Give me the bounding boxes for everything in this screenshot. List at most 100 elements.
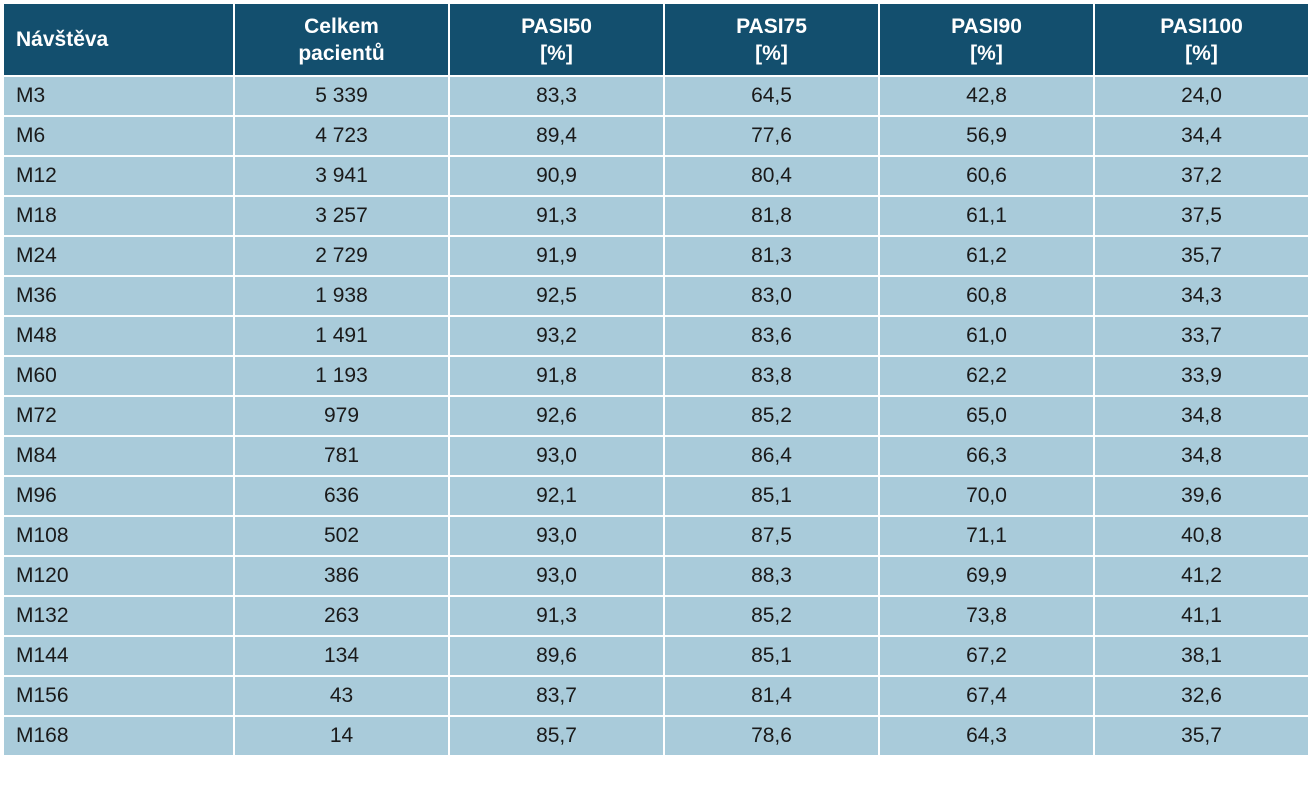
value-cell: 14	[233, 715, 450, 757]
visit-cell: M48	[2, 315, 235, 357]
value-cell: 65,0	[878, 395, 1095, 437]
value-cell: 61,2	[878, 235, 1095, 277]
value-cell: 42,8	[878, 75, 1095, 117]
header-text: PASI100	[1160, 14, 1243, 38]
value-cell: 41,2	[1093, 555, 1310, 597]
value-cell: 81,3	[663, 235, 880, 277]
value-cell: 91,3	[448, 595, 665, 637]
value-cell: 83,8	[663, 355, 880, 397]
value-cell: 93,0	[448, 435, 665, 477]
header-text: PASI90	[951, 14, 1022, 38]
value-cell: 67,2	[878, 635, 1095, 677]
value-cell: 83,6	[663, 315, 880, 357]
visit-cell: M156	[2, 675, 235, 717]
value-cell: 636	[233, 475, 450, 517]
value-cell: 781	[233, 435, 450, 477]
value-cell: 73,8	[878, 595, 1095, 637]
header-row: Návštěva Celkem pacientů PASI50 [%] PASI75 [%]…	[2, 2, 1310, 77]
value-cell: 64,3	[878, 715, 1095, 757]
visit-cell: M84	[2, 435, 235, 477]
value-cell: 69,9	[878, 555, 1095, 597]
value-cell: 60,6	[878, 155, 1095, 197]
value-cell: 1 193	[233, 355, 450, 397]
value-cell: 92,1	[448, 475, 665, 517]
value-cell: 33,7	[1093, 315, 1310, 357]
table-row: M144 134 89,6 85,1 67,2 38,1	[2, 635, 1310, 677]
table-row: M24 2 729 91,9 81,3 61,2 35,7	[2, 235, 1310, 277]
value-cell: 41,1	[1093, 595, 1310, 637]
visit-cell: M36	[2, 275, 235, 317]
value-cell: 34,8	[1093, 395, 1310, 437]
visit-cell: M24	[2, 235, 235, 277]
value-cell: 56,9	[878, 115, 1095, 157]
table-row: M120 386 93,0 88,3 69,9 41,2	[2, 555, 1310, 597]
visit-cell: M6	[2, 115, 235, 157]
visit-cell: M3	[2, 75, 235, 117]
value-cell: 78,6	[663, 715, 880, 757]
value-cell: 83,7	[448, 675, 665, 717]
table-row: M84 781 93,0 86,4 66,3 34,8	[2, 435, 1310, 477]
header-cell: PASI75 [%]	[663, 2, 880, 77]
table-row: M6 4 723 89,4 77,6 56,9 34,4	[2, 115, 1310, 157]
value-cell: 85,2	[663, 395, 880, 437]
value-cell: 24,0	[1093, 75, 1310, 117]
value-cell: 77,6	[663, 115, 880, 157]
value-cell: 37,5	[1093, 195, 1310, 237]
value-cell: 3 941	[233, 155, 450, 197]
value-cell: 67,4	[878, 675, 1095, 717]
table-row: M12 3 941 90,9 80,4 60,6 37,2	[2, 155, 1310, 197]
value-cell: 37,2	[1093, 155, 1310, 197]
value-cell: 61,1	[878, 195, 1095, 237]
value-cell: 5 339	[233, 75, 450, 117]
value-cell: 34,4	[1093, 115, 1310, 157]
header-cell: PASI90 [%]	[878, 2, 1095, 77]
value-cell: 91,9	[448, 235, 665, 277]
visit-cell: M120	[2, 555, 235, 597]
value-cell: 4 723	[233, 115, 450, 157]
value-cell: 263	[233, 595, 450, 637]
header-cell: PASI50 [%]	[448, 2, 665, 77]
value-cell: 89,4	[448, 115, 665, 157]
header-text: pacientů	[298, 41, 385, 65]
header-cell: PASI100 [%]	[1093, 2, 1310, 77]
value-cell: 93,0	[448, 515, 665, 557]
visit-cell: M144	[2, 635, 235, 677]
value-cell: 85,1	[663, 635, 880, 677]
table-row: M96 636 92,1 85,1 70,0 39,6	[2, 475, 1310, 517]
visit-cell: M18	[2, 195, 235, 237]
header-text: [%]	[1185, 41, 1218, 65]
header-text: Celkem	[304, 14, 379, 38]
value-cell: 34,3	[1093, 275, 1310, 317]
value-cell: 86,4	[663, 435, 880, 477]
value-cell: 502	[233, 515, 450, 557]
value-cell: 35,7	[1093, 715, 1310, 757]
value-cell: 43	[233, 675, 450, 717]
table-row: M168 14 85,7 78,6 64,3 35,7	[2, 715, 1310, 757]
table-row: M48 1 491 93,2 83,6 61,0 33,7	[2, 315, 1310, 357]
value-cell: 979	[233, 395, 450, 437]
value-cell: 83,3	[448, 75, 665, 117]
value-cell: 2 729	[233, 235, 450, 277]
value-cell: 88,3	[663, 555, 880, 597]
table-body: M3 5 339 83,3 64,5 42,8 24,0 M6 4 723 89,4 77,6 56…	[2, 75, 1310, 757]
value-cell: 64,5	[663, 75, 880, 117]
value-cell: 39,6	[1093, 475, 1310, 517]
header-text: [%]	[540, 41, 573, 65]
value-cell: 61,0	[878, 315, 1095, 357]
visit-cell: M60	[2, 355, 235, 397]
value-cell: 66,3	[878, 435, 1095, 477]
value-cell: 40,8	[1093, 515, 1310, 557]
value-cell: 92,6	[448, 395, 665, 437]
value-cell: 71,1	[878, 515, 1095, 557]
table-head: Návštěva Celkem pacientů PASI50 [%] PASI75 [%]…	[2, 2, 1310, 77]
value-cell: 85,7	[448, 715, 665, 757]
table-row: M36 1 938 92,5 83,0 60,8 34,3	[2, 275, 1310, 317]
table-row: M108 502 93,0 87,5 71,1 40,8	[2, 515, 1310, 557]
value-cell: 93,0	[448, 555, 665, 597]
value-cell: 32,6	[1093, 675, 1310, 717]
value-cell: 38,1	[1093, 635, 1310, 677]
header-text: [%]	[970, 41, 1003, 65]
visit-cell: M108	[2, 515, 235, 557]
value-cell: 91,8	[448, 355, 665, 397]
